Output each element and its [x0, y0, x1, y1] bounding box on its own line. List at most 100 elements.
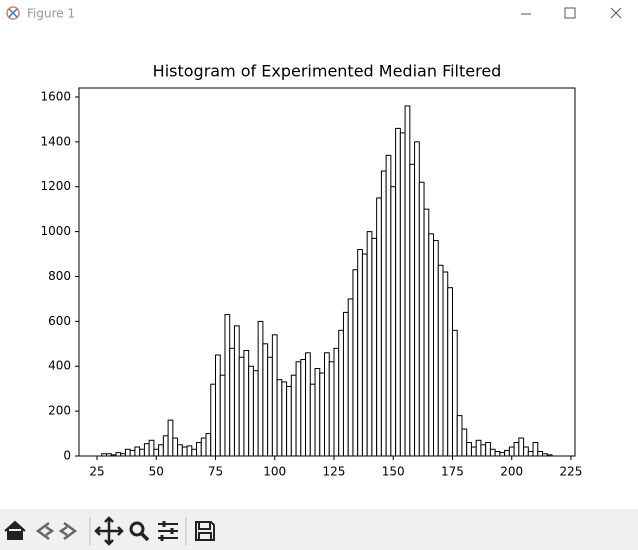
- bar: [380, 170, 387, 457]
- bar: [404, 105, 411, 457]
- toolbar: [0, 509, 638, 550]
- bar: [485, 442, 491, 457]
- bar: [238, 356, 245, 457]
- bar: [504, 449, 510, 457]
- bar: [205, 433, 212, 457]
- bar: [314, 367, 321, 457]
- x-tick-label: 50: [149, 465, 164, 479]
- bar: [124, 448, 131, 457]
- bar: [399, 132, 406, 457]
- bar: [409, 163, 416, 457]
- bar: [342, 311, 349, 457]
- y-tick-label: 1000: [40, 224, 71, 238]
- bar: [243, 350, 250, 457]
- pan-button[interactable]: [94, 516, 124, 546]
- bar: [475, 439, 482, 457]
- bar: [333, 347, 340, 457]
- x-tick-label: 75: [208, 465, 223, 479]
- app-icon: [6, 6, 20, 20]
- bar: [153, 448, 160, 457]
- x-tick-label: 150: [382, 465, 405, 479]
- bar: [423, 208, 430, 457]
- save-button[interactable]: [195, 521, 215, 541]
- bar: [229, 347, 235, 457]
- bar: [338, 329, 344, 457]
- bar: [276, 379, 283, 457]
- bar: [447, 287, 453, 457]
- bar: [248, 365, 254, 457]
- chart: Histogram of Experimented Median Filtere…: [40, 62, 583, 479]
- bar: [139, 448, 145, 457]
- bar: [210, 383, 217, 457]
- bar: [461, 428, 468, 457]
- bar: [191, 448, 198, 457]
- forward-button[interactable]: [58, 521, 78, 541]
- window-title: Figure 1: [27, 7, 75, 21]
- maximize-button[interactable]: [564, 7, 576, 19]
- bar: [162, 435, 169, 457]
- bar: [527, 451, 534, 457]
- axes-frame: [78, 87, 576, 457]
- bar: [537, 451, 544, 457]
- bar: [352, 269, 359, 457]
- bar: [300, 359, 307, 457]
- bar: [129, 449, 136, 457]
- bar: [233, 325, 240, 457]
- y-tick-label: 1600: [40, 89, 71, 103]
- bar: [134, 446, 141, 457]
- bar: [319, 372, 326, 457]
- close-button[interactable]: [610, 7, 622, 19]
- y-tick-label: 400: [48, 359, 71, 373]
- bar: [262, 343, 269, 457]
- home-button[interactable]: [4, 520, 26, 540]
- bar: [115, 452, 122, 457]
- bar: [428, 233, 435, 457]
- bar: [385, 154, 392, 457]
- bar: [433, 240, 439, 457]
- bar: [196, 442, 202, 457]
- bar: [414, 141, 420, 457]
- bar: [532, 442, 539, 457]
- bar: [347, 298, 354, 457]
- bar: [257, 320, 264, 457]
- bar: [480, 444, 487, 457]
- x-tick-label: 200: [500, 465, 523, 479]
- bar: [167, 419, 174, 457]
- x-tick-label: 175: [441, 465, 464, 479]
- bar: [371, 237, 378, 457]
- bar: [508, 446, 515, 457]
- x-tick-label: 225: [560, 465, 583, 479]
- y-tick-label: 0: [63, 449, 71, 463]
- bar: [357, 249, 363, 457]
- x-tick-label: 100: [263, 465, 286, 479]
- bar: [267, 356, 273, 457]
- bar: [456, 415, 463, 457]
- bar: [518, 437, 525, 457]
- bar: [309, 383, 316, 457]
- bar: [361, 253, 368, 457]
- bar: [177, 444, 183, 457]
- bar: [418, 181, 425, 457]
- bar: [489, 448, 496, 457]
- y-tick-label: 600: [48, 314, 71, 328]
- zoom-button[interactable]: [129, 521, 145, 537]
- bar: [271, 334, 278, 457]
- bar: [499, 452, 506, 457]
- bar: [224, 314, 231, 457]
- bar: [252, 370, 259, 457]
- bar: [328, 361, 335, 457]
- bar: [281, 381, 288, 457]
- bar: [466, 442, 472, 457]
- bar: [295, 361, 302, 457]
- chart-title: Histogram of Experimented Median Filtere…: [153, 62, 502, 81]
- bar: [305, 352, 311, 457]
- y-tick-label: 200: [48, 404, 71, 418]
- bar: [470, 446, 477, 457]
- x-tick-label: 25: [89, 465, 104, 479]
- back-button[interactable]: [35, 521, 55, 541]
- bar: [181, 446, 188, 457]
- bar: [172, 437, 179, 457]
- bar: [286, 385, 292, 457]
